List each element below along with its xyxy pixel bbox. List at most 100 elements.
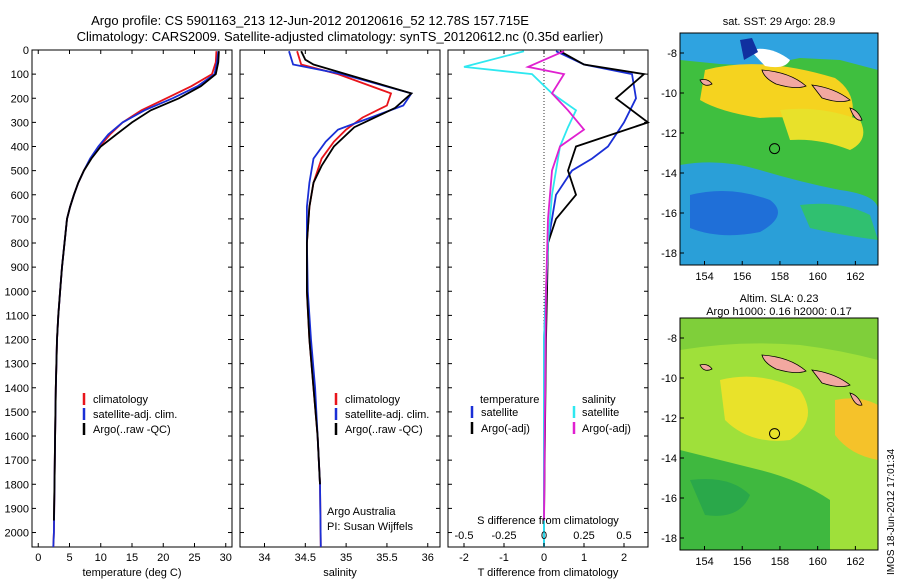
sla-argo-location-marker: [769, 428, 781, 440]
difference-xlabel: T difference from climatology: [478, 567, 619, 579]
temperature-ytick-label: 700: [11, 214, 29, 226]
sla-map-field: [680, 318, 878, 550]
sst-map-ytick-label: -8: [667, 48, 677, 60]
temperature-ytick-label: 600: [11, 190, 29, 202]
salinity-legend: climatology satellite-adj. clim. Argo(..…: [334, 393, 429, 436]
sst-map-title: sat. SST: 29 Argo: 28.9: [723, 16, 836, 28]
difference-legend-t-satellite: satellite: [481, 407, 518, 419]
salinity-xlabel: salinity: [323, 567, 357, 579]
salinity-legend-satellite: satellite-adj. clim.: [345, 409, 429, 421]
temperature-ytick-label: 300: [11, 117, 29, 129]
sst-map-frame: [679, 32, 879, 266]
temperature-xtick-label: 25: [188, 552, 200, 564]
sst-map-xtick-label: 158: [771, 271, 789, 283]
sla-island-rennell: [849, 392, 863, 406]
difference-xlabel-top: S difference from climatology: [477, 515, 619, 527]
figure-title-line1: Argo profile: CS 5901163_213 12-Jun-2012…: [91, 13, 529, 28]
sst-island-makira: [811, 84, 851, 102]
sst-cloud-gap: [750, 48, 790, 68]
temperature-ytick-label: 900: [11, 262, 29, 274]
sst-map-panel: sat. SST: 29 Argo: 28.9 154 156 158 160 162 …: [661, 16, 879, 283]
sla-map-ytick-label: -14: [661, 453, 677, 465]
sla-map-xtick-label: 160: [808, 556, 826, 568]
sla-map-ytick-label: -8: [667, 333, 677, 345]
temperature-ytick-label: 100: [11, 69, 29, 81]
sla-map-title-line2: Argo h1000: 0.16 h2000: 0.17: [706, 306, 852, 318]
temperature-ytick-label: 1500: [5, 407, 29, 419]
difference-series-s-argo-adj: [525, 50, 586, 521]
temperature-ytick-label: 400: [11, 142, 29, 154]
sla-map-xtick-label: 156: [733, 556, 751, 568]
sst-cold-core: [690, 191, 778, 236]
difference-legend-title-temperature: temperature: [480, 394, 539, 406]
temperature-xtick-label: 5: [66, 552, 72, 564]
sla-map-title-line1: Altim. SLA: 0.23: [740, 293, 819, 305]
temperature-ytick-label: 1800: [5, 479, 29, 491]
sst-map-ytick-label: -14: [661, 168, 677, 180]
sst-map-ytick-label: -12: [661, 128, 677, 140]
temperature-ytick-label: 200: [11, 93, 29, 105]
sst-map-xtick-label: 154: [695, 271, 713, 283]
temperature-xtick-label: 10: [95, 552, 107, 564]
difference-legend-title-salinity: salinity: [582, 394, 616, 406]
temperature-ytick-label: 800: [11, 238, 29, 250]
sla-band-north: [680, 318, 878, 360]
sla-low-core: [690, 479, 750, 516]
difference-top-xtick-label: 0: [541, 530, 547, 542]
difference-xtick-label: 0: [541, 552, 547, 564]
sla-island-guadalcanal: [761, 354, 807, 373]
temperature-ytick-label: 1400: [5, 383, 29, 395]
temperature-ytick-label: 1000: [5, 286, 29, 298]
temperature-legend-climatology: climatology: [93, 394, 149, 406]
salinity-xtick-label: 34.5: [295, 552, 316, 564]
temperature-xtick-label: 15: [126, 552, 138, 564]
salinity-panel: 34 34.5 35 35.5 36 salinity climatology sate…: [239, 49, 441, 579]
sst-argo-location-marker: [769, 143, 781, 155]
temperature-xtick-label: 30: [220, 552, 232, 564]
sla-map-panel: Altim. SLA: 0.23 Argo h1000: 0.16 h2000:…: [661, 293, 879, 568]
sla-map-xtick-label: 154: [695, 556, 713, 568]
temperature-series-argo-raw-qc: [53, 51, 220, 521]
temperature-ytick-label: 1200: [5, 335, 29, 347]
sst-map-ytick-label: -10: [661, 88, 677, 100]
sst-warm-patch: [780, 108, 864, 150]
sst-map-xtick-label: 156: [733, 271, 751, 283]
sst-cool-water-south: [680, 162, 878, 265]
difference-legend-s-satellite: satellite: [582, 407, 619, 419]
temperature-panel: 0 5 10 15 20 25 30 0 100 200 300 400 500 600 700 800 90…: [5, 45, 233, 579]
sla-map-xtick-label: 162: [846, 556, 864, 568]
temperature-ytick-label: 1700: [5, 455, 29, 467]
difference-xtick-label: 1: [581, 552, 587, 564]
sst-island-guadalcanal: [761, 69, 807, 88]
difference-legend: temperature salinity satellite Argo(-adj…: [470, 394, 631, 435]
sla-island-makira: [811, 369, 851, 387]
temperature-legend-satellite: satellite-adj. clim.: [93, 409, 177, 421]
difference-top-xtick-label: 0.25: [573, 530, 594, 542]
sla-map-ytick-label: -10: [661, 373, 677, 385]
temperature-ytick-label: 1300: [5, 359, 29, 371]
sst-deep-blue-patch: [740, 38, 758, 60]
salinity-xtick-label: 34: [258, 552, 270, 564]
difference-xtick-label: -2: [459, 552, 469, 564]
figure-title-line2: Climatology: CARS2009. Satellite-adjuste…: [77, 29, 604, 44]
sla-map-ytick-label: -16: [661, 493, 677, 505]
temperature-xtick-label: 0: [35, 552, 41, 564]
temperature-xlabel: temperature (deg C): [82, 567, 181, 579]
sst-cool-water-north: [680, 33, 878, 70]
sst-island-west: [699, 79, 713, 86]
temperature-ytick-label: 1600: [5, 431, 29, 443]
sst-map-ytick-label: -18: [661, 248, 677, 260]
sla-map-ytick-label: -18: [661, 533, 677, 545]
sst-island-rennell: [849, 107, 863, 121]
salinity-xtick-label: 35: [340, 552, 352, 564]
salinity-annotation-line1: Argo Australia: [327, 506, 396, 518]
sla-high-patch: [720, 376, 808, 441]
temperature-ytick-label: 1900: [5, 503, 29, 515]
salinity-legend-climatology: climatology: [345, 394, 401, 406]
difference-xtick-label: -1: [499, 552, 509, 564]
difference-top-xtick-label: -0.25: [491, 530, 516, 542]
sst-map-ytick-label: -16: [661, 208, 677, 220]
temperature-ytick-label: 0: [23, 45, 29, 57]
difference-top-xtick-label: -0.5: [455, 530, 474, 542]
